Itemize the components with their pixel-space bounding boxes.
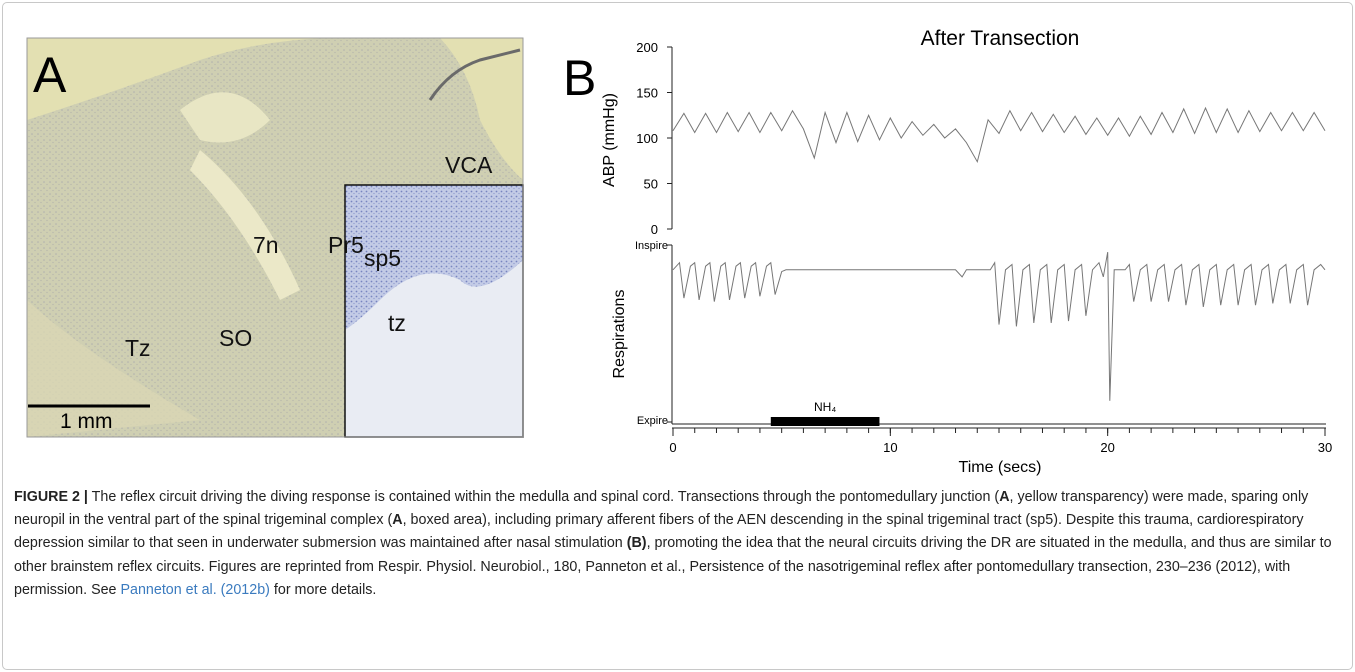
caption: FIGURE 2 | The reflex circuit driving th… [14, 486, 1344, 602]
caption-text: The reflex circuit driving the diving re… [87, 489, 1000, 505]
y-tick-label: 150 [636, 86, 658, 101]
y-tick-label: 50 [644, 177, 658, 192]
panel-label: B [563, 50, 596, 106]
y-tick-label: Inspire [635, 240, 668, 252]
panel-label: A [33, 47, 67, 103]
x-tick-label: 20 [1100, 440, 1114, 455]
stimulus-bar [770, 417, 880, 426]
y-axis-label: ABP (mmHg) [601, 93, 618, 187]
y-tick-label: 0 [651, 222, 658, 237]
x-tick-label: 10 [883, 440, 897, 455]
y-tick-label: 200 [636, 40, 658, 55]
region-label: VCA [445, 152, 493, 178]
y-axis-label: Respirations [611, 290, 628, 379]
x-tick-label: 0 [669, 440, 676, 455]
stimulus-label: NH₄ [814, 400, 836, 414]
histology-image [26, 37, 524, 438]
figure-label: FIGURE 2 | [14, 489, 88, 505]
scale-bar-label: 1 mm [60, 410, 113, 433]
region-label: tz [388, 310, 406, 336]
caption-text: , yellow transparency) were made, sparin… [14, 489, 1309, 529]
region-label: 7n [253, 232, 279, 258]
x-tick-label: 30 [1318, 440, 1332, 455]
y-tick-label: 100 [636, 131, 658, 146]
caption-text: , boxed area), including primary afferen… [14, 512, 1304, 552]
caption-text: , promoting the idea that the neural cir… [14, 535, 1332, 598]
caption-bold: A [999, 489, 1010, 505]
region-label: Tz [125, 335, 151, 361]
region-label: Pr5 [328, 232, 364, 258]
reference-link[interactable]: Panneton et al. (2012b) [120, 581, 270, 598]
figure: A VCA 7n Pr5 sp5 tz Tz SO 1 mm B After T… [26, 27, 1332, 476]
caption-bold: (B) [626, 535, 647, 552]
region-label: SO [219, 325, 252, 351]
x-axis-label: Time (secs) [959, 459, 1042, 476]
trace [672, 252, 1326, 401]
region-label: sp5 [364, 245, 401, 271]
caption-text: for more details. [269, 581, 377, 598]
trace [672, 106, 1326, 164]
chart-title: After Transection [921, 27, 1080, 50]
caption-bold: A [392, 512, 403, 529]
y-tick-label: Expire [637, 415, 668, 427]
